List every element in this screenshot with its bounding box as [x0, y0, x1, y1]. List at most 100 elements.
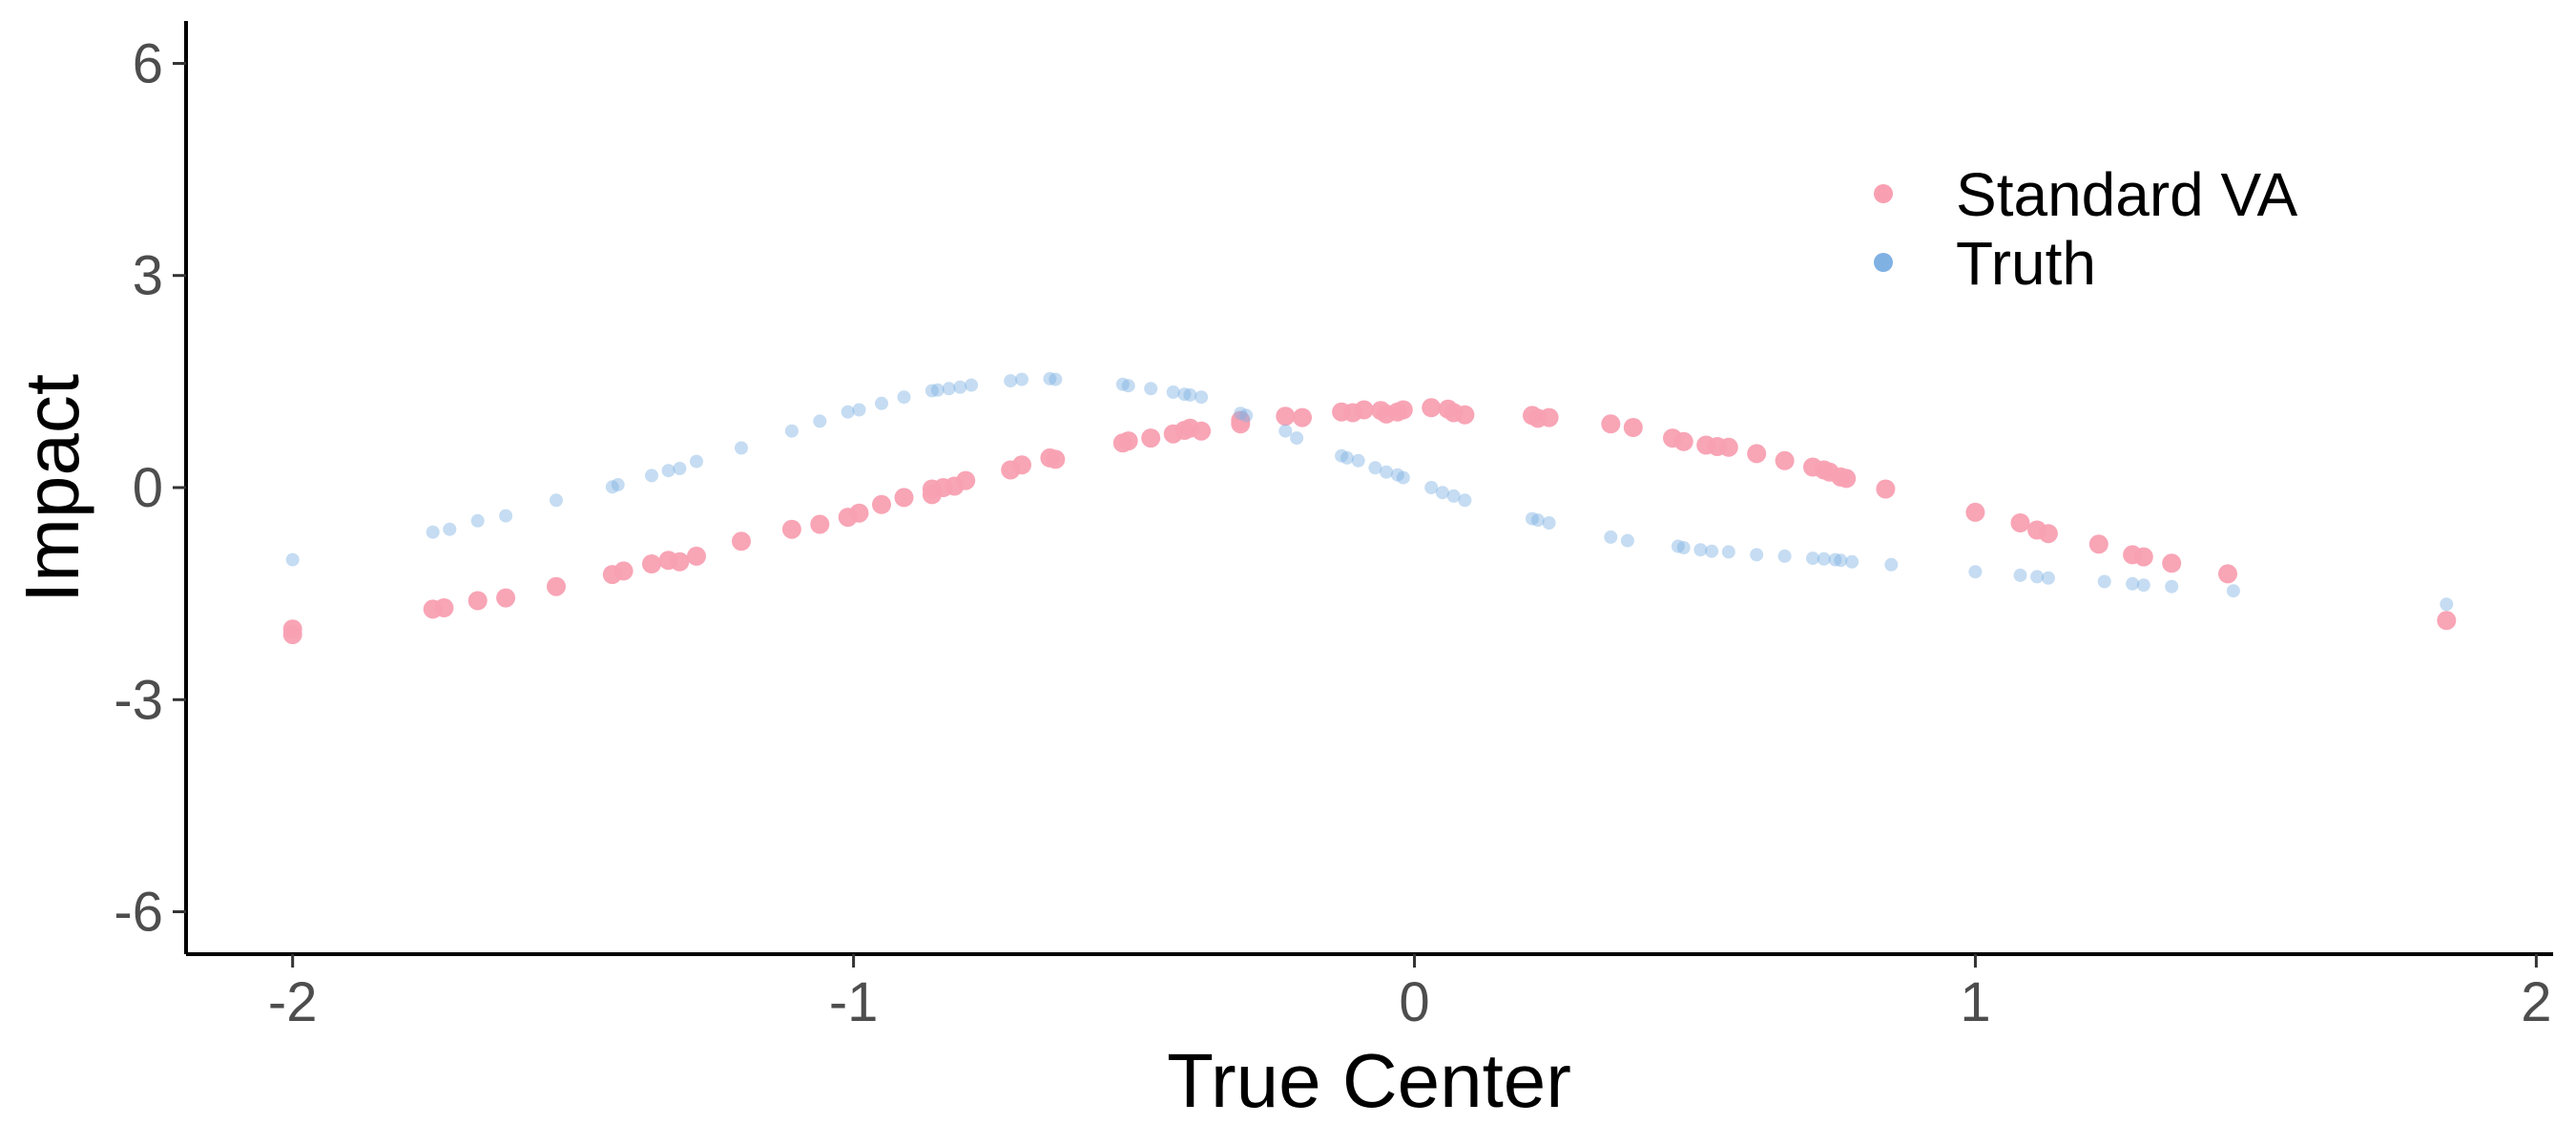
point-truth-71 [2041, 571, 2055, 585]
point-truth-47 [1435, 486, 1449, 500]
point-standard-va-68 [1876, 479, 1896, 499]
point-truth-53 [1604, 530, 1618, 544]
point-truth-66 [1845, 554, 1859, 569]
point-truth-68 [1968, 565, 1983, 579]
point-standard-va-46 [1393, 400, 1413, 420]
point-truth-3 [470, 513, 485, 528]
y-tick-label-2: 0 [133, 457, 163, 519]
point-truth-55 [1671, 539, 1685, 553]
point-truth-2 [443, 522, 457, 536]
point-truth-17 [875, 396, 888, 410]
legend-key-standard-va [1874, 184, 1893, 203]
x-axis-title: True Center [1167, 1038, 1571, 1123]
point-standard-va-77 [2218, 564, 2237, 584]
point-standard-va-76 [2162, 553, 2182, 573]
point-truth-26 [1043, 371, 1057, 385]
point-truth-16 [852, 403, 866, 417]
point-standard-va-38 [1276, 406, 1296, 427]
point-truth-61 [1777, 549, 1792, 563]
point-truth-10 [673, 462, 687, 475]
y-tick-label-0: -6 [114, 882, 163, 944]
point-truth-70 [2030, 570, 2045, 584]
x-tick-label-0: -2 [268, 971, 318, 1033]
point-standard-va-62 [1775, 450, 1795, 470]
point-truth-42 [1368, 461, 1382, 475]
point-standard-va-78 [2437, 611, 2457, 631]
point-standard-va-60 [1718, 437, 1738, 457]
point-truth-64 [1828, 552, 1842, 567]
point-truth-28 [1115, 377, 1130, 391]
legend: Standard VA Truth [1874, 160, 2297, 298]
point-truth-32 [1177, 387, 1192, 402]
point-truth-22 [953, 380, 967, 394]
point-standard-va-54 [1601, 414, 1621, 434]
point-truth-65 [1834, 553, 1848, 568]
point-truth-31 [1166, 385, 1180, 399]
point-truth-34 [1195, 390, 1209, 405]
point-truth-24 [1004, 374, 1018, 388]
point-truth-8 [645, 468, 658, 483]
legend-label-standard-va: Standard VA [1956, 160, 2297, 229]
point-standard-va-42 [1354, 400, 1374, 420]
point-truth-54 [1620, 533, 1634, 548]
point-standard-va-4 [467, 591, 488, 611]
point-truth-25 [1015, 372, 1028, 386]
point-standard-va-70 [2010, 513, 2030, 532]
point-truth-49 [1458, 493, 1472, 508]
point-truth-20 [930, 383, 945, 397]
x-tick-label-3: 1 [1960, 971, 1990, 1033]
y-tick-label-3: 3 [133, 245, 163, 307]
point-truth-7 [611, 478, 625, 491]
point-standard-va-8 [613, 561, 634, 581]
point-standard-va-72 [2038, 524, 2058, 544]
x-tick-label-2: 0 [1399, 971, 1429, 1033]
point-truth-43 [1380, 465, 1394, 479]
point-standard-va-11 [670, 552, 690, 572]
x-tick-label-1: -1 [829, 971, 879, 1033]
point-standard-va-67 [1837, 468, 1857, 489]
point-truth-48 [1446, 489, 1461, 503]
point-truth-1 [426, 525, 440, 539]
point-standard-va-50 [1455, 405, 1475, 425]
point-standard-va-35 [1192, 421, 1212, 441]
point-truth-63 [1817, 552, 1831, 566]
point-truth-57 [1693, 543, 1708, 557]
point-truth-77 [2440, 597, 2454, 612]
point-truth-21 [942, 382, 956, 396]
points-layer [282, 371, 2457, 645]
point-truth-76 [2226, 584, 2240, 598]
point-truth-18 [897, 390, 911, 405]
point-truth-52 [1542, 516, 1556, 530]
point-truth-29 [1121, 379, 1135, 393]
point-truth-15 [841, 405, 855, 419]
point-standard-va-3 [434, 598, 454, 617]
point-truth-75 [2165, 579, 2179, 593]
ticks-layer: -2 -1 0 1 2 -6 -3 0 3 6 [114, 32, 2551, 1033]
point-standard-va-17 [849, 503, 869, 523]
point-standard-va-14 [781, 519, 801, 539]
point-truth-51 [1530, 513, 1545, 528]
point-standard-va-26 [1012, 455, 1031, 475]
point-truth-46 [1424, 481, 1439, 494]
point-truth-33 [1183, 387, 1197, 402]
point-standard-va-18 [872, 494, 891, 514]
point-standard-va-47 [1422, 398, 1442, 418]
point-truth-73 [2126, 576, 2140, 591]
point-standard-va-30 [1118, 431, 1138, 451]
legend-key-truth [1874, 253, 1893, 272]
point-truth-62 [1806, 552, 1819, 566]
x-tick-label-4: 2 [2521, 971, 2551, 1033]
point-truth-50 [1526, 511, 1539, 526]
point-truth-60 [1750, 548, 1764, 562]
point-truth-59 [1721, 545, 1735, 559]
y-axis-title: Impact [10, 374, 94, 603]
point-truth-30 [1144, 382, 1158, 396]
point-standard-va-1 [282, 625, 302, 645]
point-truth-4 [499, 509, 513, 523]
point-standard-va-13 [732, 531, 751, 552]
legend-label-truth: Truth [1956, 229, 2096, 298]
y-tick-label-1: -3 [114, 669, 163, 731]
point-standard-va-73 [2088, 534, 2109, 554]
y-tick-label-4: 6 [133, 32, 163, 94]
point-standard-va-53 [1539, 407, 1559, 427]
